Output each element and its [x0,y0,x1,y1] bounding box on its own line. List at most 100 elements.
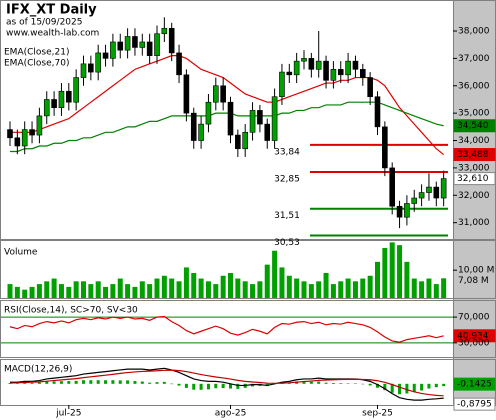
candle-body [190,112,197,141]
candle-body [337,69,344,76]
ema-line [10,101,444,153]
legend-entry: EMA(Close,21) [4,48,69,58]
value-label: -0,1425 [457,380,492,390]
volume-bar [161,275,167,298]
candle-body [102,52,109,59]
histogram-bar [390,383,394,393]
candle-body [29,129,35,136]
value-label: 33,488 [457,150,489,160]
histogram-bar [317,381,321,384]
volume-bar [257,281,263,298]
histogram-bar [118,380,122,384]
candle-body [168,27,175,54]
histogram-bar [96,380,100,384]
volume-bar [95,281,101,298]
volume-bar [176,281,182,298]
candle-body [139,41,146,48]
candle-body [418,192,425,199]
volume-bar [132,286,138,298]
value-label: 40,934 [457,331,489,341]
candle-body [352,60,359,70]
volume-bar [110,284,116,298]
histogram-bar [214,383,218,389]
value-box [453,172,496,186]
value-box [453,148,496,162]
histogram-bar [346,383,350,384]
candle-body [367,77,373,98]
histogram-bar [353,383,357,384]
y-tick-label: 33,000 [458,163,490,173]
histogram-bar [15,383,19,384]
volume-bar [117,278,123,298]
value-box [453,397,496,411]
volume-bar [191,272,197,298]
histogram-bar [302,381,306,384]
candle-body [154,33,160,56]
volume-bar [220,275,226,298]
volume-bar [205,281,211,298]
candle-body [205,101,212,125]
volume-bar [360,278,366,298]
value-label: 32,610 [457,174,489,184]
candle-body [345,60,351,76]
candle-body [315,60,322,70]
volume-bar [250,284,256,298]
candle-body [426,186,432,193]
candle-body [43,99,50,117]
volume-bar [73,281,79,298]
volume-bar [183,267,189,298]
y-tick-label: 31,000 [458,218,490,228]
candle-body [146,41,153,56]
volume-bar [22,289,28,298]
candle-body [286,71,293,76]
candle-body [257,110,263,125]
level-label: 33,84 [274,147,300,157]
macd-line [10,367,444,401]
histogram-bar [104,380,108,384]
histogram-bar [324,382,328,384]
volume-bar [382,247,388,298]
volume-bar [139,281,145,298]
candle-body [110,41,116,59]
candle-body [66,90,72,103]
histogram-bar [184,383,188,388]
volume-bar [286,275,292,298]
histogram-bar [412,383,416,393]
y-tick-label: 10,00 M [458,266,494,276]
histogram-bar [405,383,409,394]
volume-bar [330,284,336,298]
x-tick-label: jul-25 [55,409,81,419]
marks [1,17,496,411]
volume-bar [397,245,403,298]
candle-body [382,126,388,169]
candle-body [235,134,241,150]
volume-bar [294,278,300,298]
histogram-bar [420,383,424,391]
subtitle: as of 15/09/2025 [6,18,82,28]
volume-bar [44,281,50,298]
volume-bar [316,281,322,298]
volume-bar [433,284,439,298]
histogram-bar [59,381,63,384]
histogram-bar [155,382,159,384]
candle-body [293,60,300,76]
level-label: 30,53 [274,238,300,248]
candle-body [301,58,307,62]
candle-body [176,52,182,76]
histogram-bar [236,383,240,389]
histogram-bar [30,383,34,384]
volume-bar [81,281,86,298]
rsi-line [9,315,444,343]
histogram-bar [434,383,438,388]
candle-body [73,77,79,103]
volume-bar [375,261,380,298]
histogram-bar [133,381,137,384]
level-label: 31,51 [274,211,300,221]
histogram-bar [376,383,379,388]
y-tick-label: 36,000 [458,81,490,91]
candle-body [396,205,403,218]
chart-title: IFX_XT Daily [6,3,97,18]
volume-bar [419,281,425,298]
candle-body [51,99,57,108]
volume-bar [213,284,219,298]
